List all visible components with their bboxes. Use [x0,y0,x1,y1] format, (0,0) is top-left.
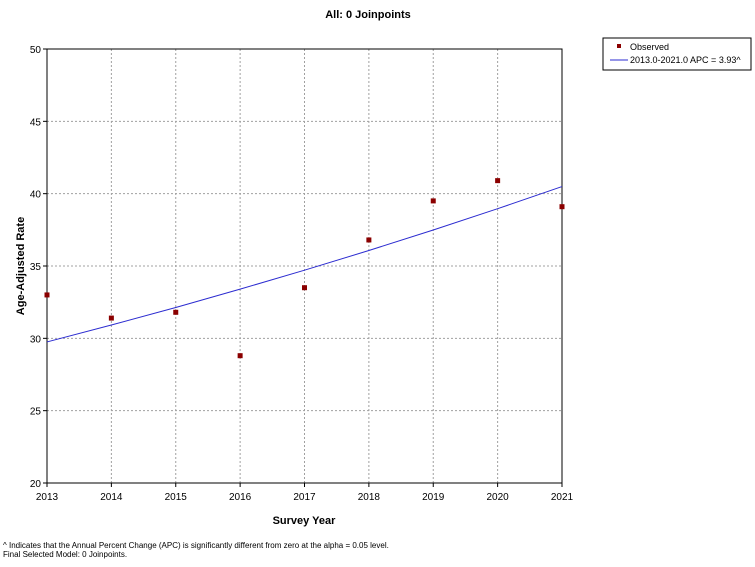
observed-point [559,204,565,210]
y-tick-label: 35 [30,262,42,273]
x-tick-label: 2016 [229,492,252,503]
x-tick-label: 2018 [358,492,381,503]
trend-line [46,186,563,343]
observed-point [173,309,179,315]
y-tick-label: 40 [30,190,42,201]
y-tick-label: 25 [30,407,42,418]
observed-series [44,178,565,359]
x-axis-ticks: 2013 2014 2015 2016 2017 2018 2019 2020 2021 [36,483,574,503]
observed-point [430,198,436,204]
x-tick-label: 2013 [36,492,59,503]
legend: Observed 2013.0-2021.0 APC = 3.93^ [602,37,752,71]
y-tick-label: 20 [30,479,42,490]
y-axis-title: Age-Adjusted Rate [15,217,27,315]
chart-title: All: 0 Joinpoints [325,9,411,21]
x-tick-label: 2014 [100,492,123,503]
x-axis-title: Survey Year [273,515,337,527]
legend-observed-marker [617,44,621,48]
gridlines [47,49,562,483]
observed-point [302,285,307,291]
x-tick-label: 2020 [487,492,510,503]
observed-point [366,237,372,243]
y-tick-label: 50 [30,45,42,56]
trend-series [46,186,563,343]
legend-trend-label: 2013.0-2021.0 APC = 3.93^ [630,55,741,65]
x-tick-label: 2021 [551,492,574,503]
observed-point [237,353,243,359]
observed-point [108,315,114,321]
footnote-apc: ^ Indicates that the Annual Percent Chan… [3,541,389,550]
x-tick-label: 2017 [293,492,316,503]
legend-box [602,37,752,71]
y-tick-label: 30 [30,334,42,345]
x-tick-label: 2015 [165,492,188,503]
y-axis-ticks: 20 25 30 35 40 45 50 [30,45,47,490]
legend-observed-label: Observed [630,42,669,52]
y-tick-label: 45 [30,117,42,128]
footnote-model: Final Selected Model: 0 Joinpoints. [3,550,128,559]
observed-point [495,178,501,184]
x-tick-label: 2019 [422,492,445,503]
observed-point [44,292,50,298]
